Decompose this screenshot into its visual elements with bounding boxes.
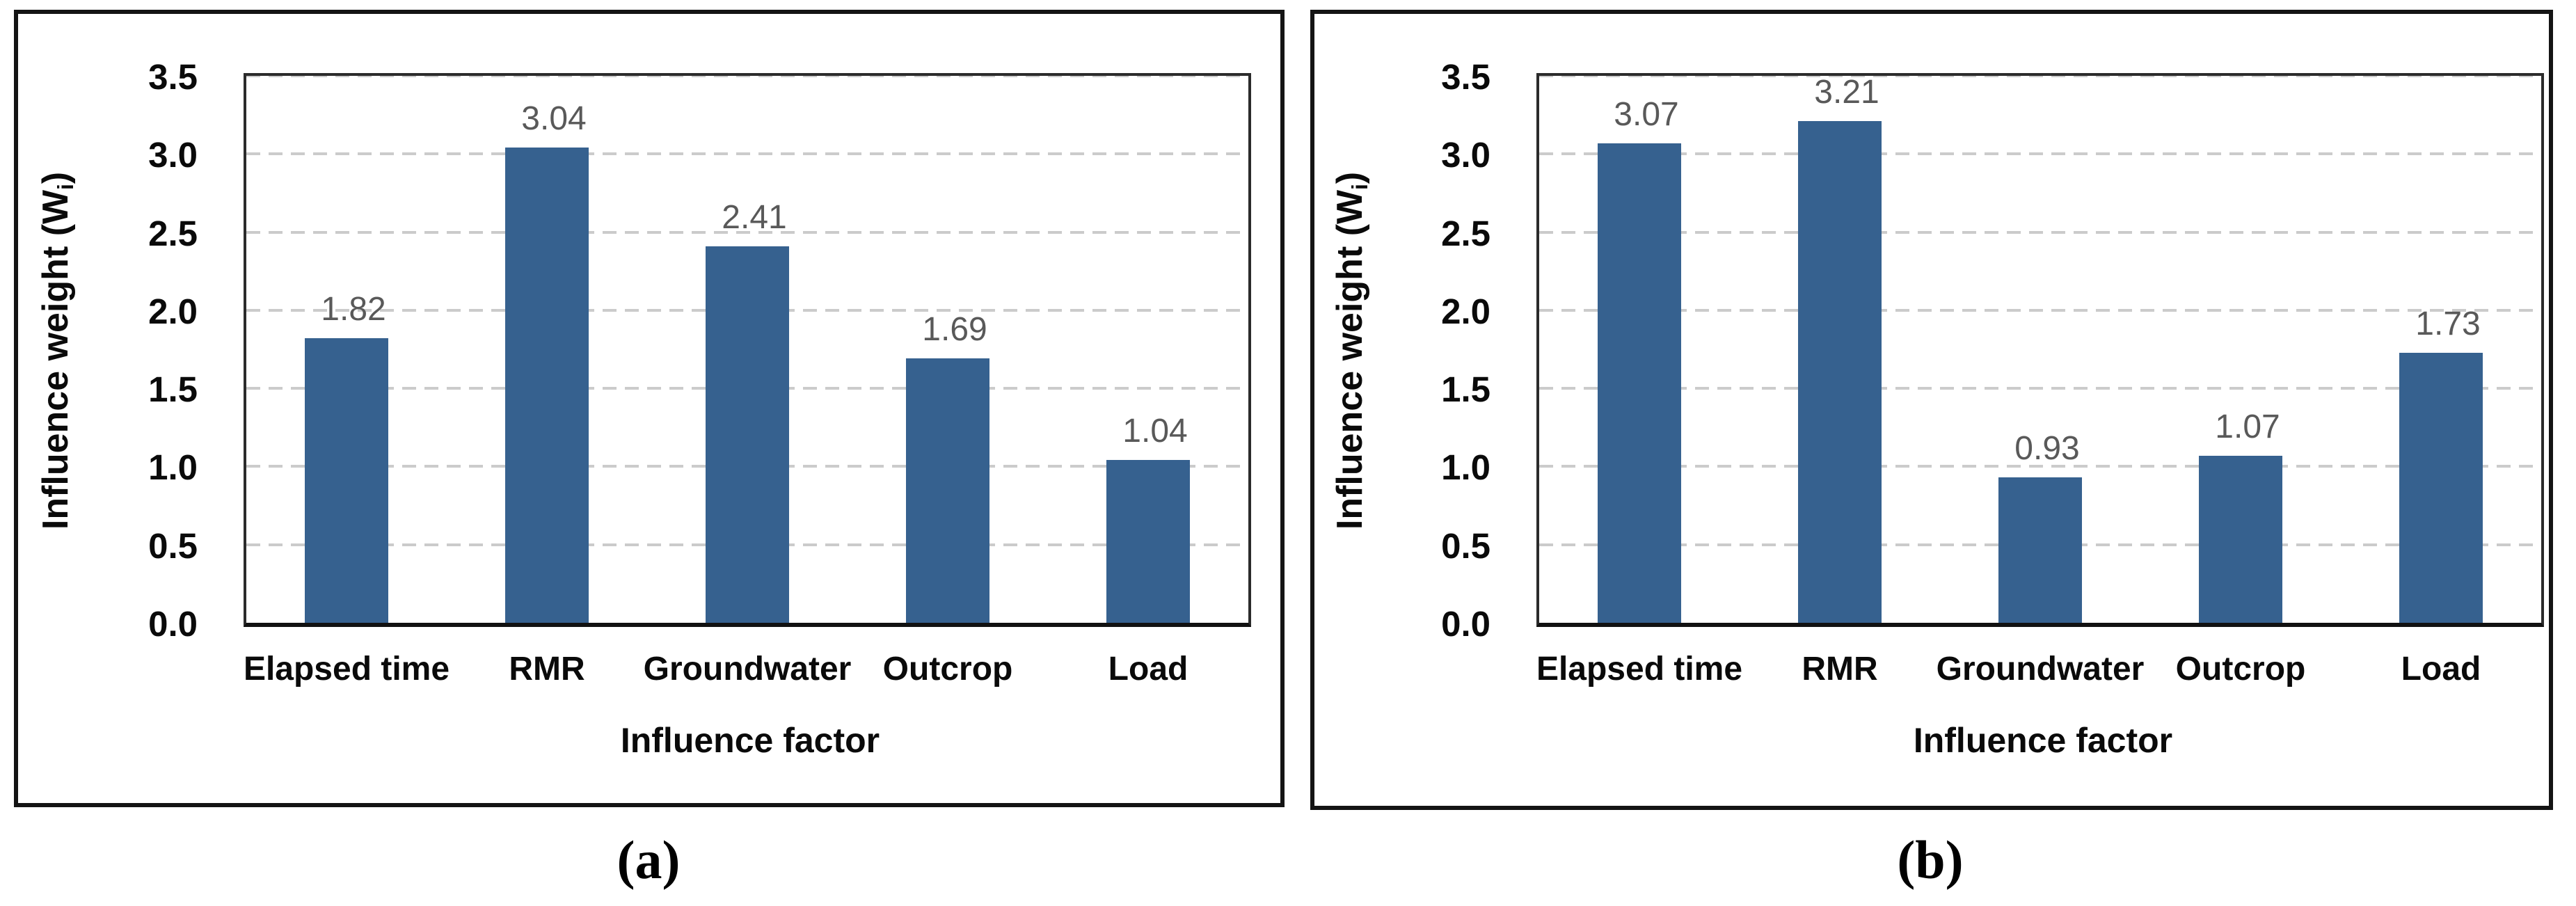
bar-value-label: 1.04 <box>1122 413 1188 450</box>
x-tick-label: Elapsed time <box>243 651 450 688</box>
bar <box>2399 352 2483 623</box>
plot-area: 1.82 3.04 2.41 1.69 1.04 <box>244 73 1251 627</box>
bar <box>1106 460 1190 623</box>
y-tick-label: 1.5 <box>148 369 198 410</box>
bar <box>2199 455 2282 623</box>
x-tick-label: RMR <box>1802 651 1878 688</box>
x-tick-label: Groundwater <box>1936 651 2145 688</box>
bar <box>706 246 789 623</box>
gridline <box>1539 230 2541 234</box>
bar-value-label: 1.07 <box>2215 408 2280 445</box>
x-axis-title: Influence factor <box>620 721 880 760</box>
bar-value-label: 3.07 <box>1614 95 1679 133</box>
y-axis-title-close: ) <box>1330 171 1370 184</box>
x-axis-title: Influence factor <box>1913 721 2173 760</box>
bar-value-label: 2.41 <box>722 198 787 236</box>
x-tick-label: Elapsed time <box>1536 651 1743 688</box>
chart-panel-b: Influence weight (Wi) 3.07 3.21 0.93 1.07 1.… <box>1310 10 2553 810</box>
y-tick-label: 3.0 <box>1441 135 1490 175</box>
bar-value-label: 1.73 <box>2415 305 2481 342</box>
x-tick-label: Load <box>2401 651 2481 688</box>
y-axis-title-subscript: i <box>53 184 78 190</box>
bar-value-label: 3.21 <box>1814 74 1879 111</box>
y-tick-label: 0.5 <box>148 525 198 566</box>
y-tick-label: 3.5 <box>1441 57 1490 97</box>
bar-value-label: 3.04 <box>521 100 587 138</box>
y-tick-label: 0.0 <box>1441 604 1490 644</box>
y-tick-label: 2.0 <box>148 291 198 331</box>
y-axis-title-text: Influence weight (W <box>35 189 76 530</box>
gridline <box>1539 152 2541 156</box>
x-tick-label: Outcrop <box>882 651 1013 688</box>
y-tick-label: 0.0 <box>148 604 198 644</box>
bar <box>906 358 989 623</box>
y-tick-label: 2.0 <box>1441 291 1490 331</box>
panel-caption-a: (a) <box>617 829 681 890</box>
gridline <box>1539 308 2541 312</box>
plot-area: 3.07 3.21 0.93 1.07 1.73 <box>1536 73 2544 627</box>
y-tick-label: 2.5 <box>1441 213 1490 253</box>
y-axis-title: Influence weight (Wi) <box>28 72 84 629</box>
bar <box>1798 121 1882 623</box>
panel-caption-b: (b) <box>1897 829 1964 890</box>
y-axis-title-close: ) <box>35 171 76 184</box>
x-tick-label: Outcrop <box>2175 651 2306 688</box>
bar <box>305 338 388 623</box>
bar <box>1598 143 1681 623</box>
x-tick-label: Groundwater <box>643 651 852 688</box>
y-axis-title-subscript: i <box>1347 184 1372 190</box>
bar-value-label: 1.82 <box>321 291 386 328</box>
bar <box>505 148 589 623</box>
x-tick-label: RMR <box>509 651 585 688</box>
y-tick-label: 3.5 <box>148 57 198 97</box>
y-tick-label: 1.0 <box>148 447 198 488</box>
gridline <box>1539 76 2541 77</box>
y-tick-label: 1.0 <box>1441 447 1490 488</box>
x-tick-label: Load <box>1108 651 1188 688</box>
y-tick-label: 3.0 <box>148 135 198 175</box>
y-axis-title-text: Influence weight (W <box>1330 189 1370 530</box>
bar <box>1998 477 2082 623</box>
bar-value-label: 0.93 <box>2014 430 2080 468</box>
gridline <box>246 230 1248 234</box>
gridline <box>246 76 1248 77</box>
chart-panel-a: Influence weight (Wi) 1.82 3.04 2.41 1.69 1.… <box>14 10 1285 807</box>
y-tick-label: 2.5 <box>148 213 198 253</box>
gridline <box>1539 465 2541 468</box>
y-tick-label: 0.5 <box>1441 525 1490 566</box>
gridline <box>1539 387 2541 390</box>
bar-value-label: 1.69 <box>922 311 987 349</box>
y-tick-label: 1.5 <box>1441 369 1490 410</box>
gridline <box>246 152 1248 156</box>
